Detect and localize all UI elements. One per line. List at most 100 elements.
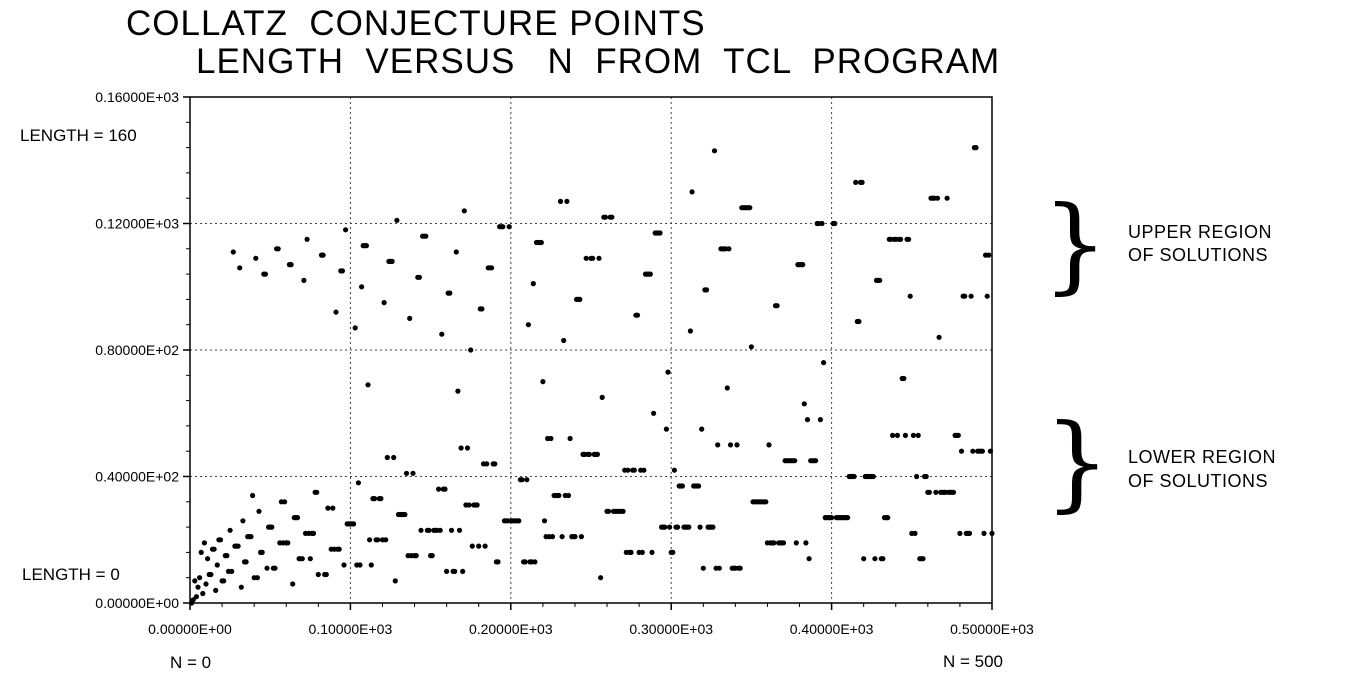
data-point [314, 489, 320, 495]
data-point [522, 559, 528, 565]
data-point [203, 581, 209, 587]
data-point [715, 442, 721, 448]
data-point [367, 537, 373, 543]
data-point [737, 565, 743, 571]
data-point [540, 379, 546, 385]
data-point [532, 559, 538, 565]
data-point [525, 322, 532, 328]
data-point [813, 458, 819, 464]
data-point [955, 432, 961, 438]
data-point [383, 537, 389, 543]
data-points [189, 145, 995, 606]
data-point [214, 562, 220, 568]
data-point [556, 492, 562, 499]
data-point [307, 556, 313, 562]
data-point [227, 527, 233, 533]
upper-region-label-line-2: OF SOLUTIONS [1128, 245, 1268, 265]
data-point [902, 432, 909, 438]
data-point [381, 300, 387, 306]
data-point [697, 524, 703, 530]
data-point [333, 309, 339, 315]
data-point [304, 236, 310, 242]
data-point [973, 145, 979, 151]
data-point [687, 328, 694, 334]
data-point [793, 540, 799, 546]
data-point [609, 214, 615, 220]
data-point [832, 220, 838, 227]
data-point [689, 189, 695, 195]
data-point [221, 578, 227, 584]
tick-labels: 0.00000E+00 0.10000E+03 0.20000E+03 0.30000… [95, 89, 1034, 637]
data-point [262, 271, 268, 277]
data-point [384, 454, 390, 461]
data-point [856, 318, 862, 325]
data-point [944, 195, 950, 201]
data-point [482, 543, 488, 549]
data-point [861, 556, 867, 562]
data-point [559, 534, 565, 540]
upper-region-brace: } [1042, 183, 1108, 305]
data-point [934, 195, 941, 201]
data-point [466, 502, 472, 508]
data-point [763, 499, 769, 505]
data-point [456, 527, 463, 533]
data-point [285, 540, 291, 546]
data-point [248, 534, 254, 540]
data-point [524, 477, 530, 483]
data-point [572, 534, 578, 540]
n-min-label: N = 0 [170, 653, 211, 672]
data-point [747, 205, 753, 211]
data-point [418, 527, 424, 533]
data-point [557, 198, 564, 204]
data-point [981, 530, 987, 537]
data-point [915, 432, 921, 438]
data-point [958, 448, 965, 454]
data-point [294, 515, 301, 521]
grid-lines [190, 97, 992, 603]
data-point [530, 281, 536, 287]
data-point [665, 369, 671, 375]
data-point [413, 553, 419, 559]
data-point [667, 524, 673, 530]
data-point [264, 565, 270, 571]
data-point [541, 518, 548, 524]
data-point [984, 293, 990, 299]
length-max-label: LENGTH = 160 [20, 126, 137, 145]
data-point [870, 473, 876, 480]
data-point [711, 148, 718, 154]
data-point [453, 249, 459, 255]
data-point [201, 540, 207, 546]
data-point [341, 562, 347, 568]
data-point [197, 575, 203, 581]
data-point [288, 262, 294, 268]
data-point [950, 489, 957, 495]
data-point [670, 549, 676, 556]
data-point [476, 543, 482, 549]
data-point [213, 587, 219, 594]
data-point [920, 556, 926, 562]
data-point [912, 530, 918, 537]
data-point [804, 417, 811, 423]
data-point [378, 496, 384, 502]
x-tick-label: 0.50000E+03 [950, 621, 1034, 637]
data-point [365, 382, 371, 388]
data-point [880, 556, 886, 562]
data-point [565, 492, 572, 499]
lower-region-label-line-1: LOWER REGION [1128, 447, 1276, 467]
data-point [205, 556, 211, 562]
chart-title-line-1: COLLATZ CONJECTURE POINTS [126, 4, 706, 43]
data-point [355, 480, 361, 486]
y-tick-label: 0.16000E+03 [95, 89, 179, 105]
data-point [936, 334, 942, 340]
data-point [325, 505, 331, 511]
data-point [224, 553, 230, 559]
length-min-label: LENGTH = 0 [22, 565, 120, 584]
data-point [700, 565, 706, 571]
data-point [442, 486, 448, 492]
data-point [710, 524, 716, 530]
data-point [923, 473, 929, 480]
lower-region-brace: } [1044, 401, 1110, 523]
data-point [339, 268, 345, 274]
data-point [979, 448, 986, 454]
